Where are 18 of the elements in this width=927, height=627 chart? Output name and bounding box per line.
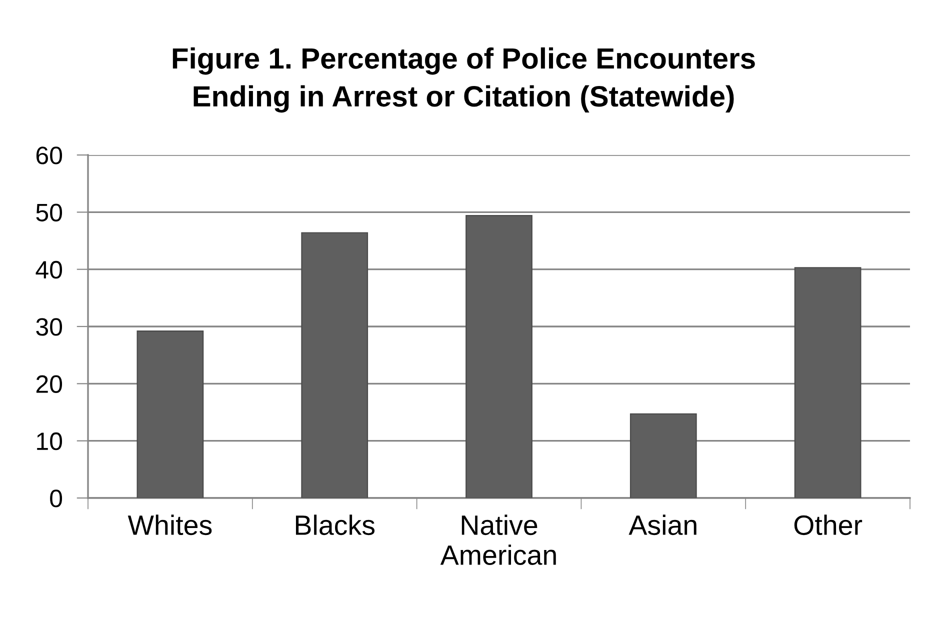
chart-title: Figure 1. Percentage of Police Encounters Ending in Arrest or Citation (Statewide): [172, 47, 755, 113]
y-tick-label: 50: [36, 204, 62, 222]
x-tick-label: Other: [794, 514, 862, 536]
x-tick-label: Whites: [128, 514, 212, 536]
bar: [301, 232, 368, 498]
y-tick-label: 0: [50, 490, 62, 508]
y-tick-label: 20: [36, 375, 62, 393]
x-tick-label: Native American: [440, 514, 556, 565]
bar: [466, 215, 532, 498]
bar: [794, 267, 862, 498]
x-tick-label: Asian: [628, 514, 696, 536]
y-tick-label: 30: [36, 318, 62, 336]
x-tick-label: Blacks: [296, 514, 375, 536]
bar: [630, 413, 697, 498]
y-tick-label: 10: [37, 432, 62, 450]
y-tick-label: 60: [36, 146, 62, 164]
y-tick-label: 40: [36, 260, 62, 279]
bar: [136, 330, 204, 498]
